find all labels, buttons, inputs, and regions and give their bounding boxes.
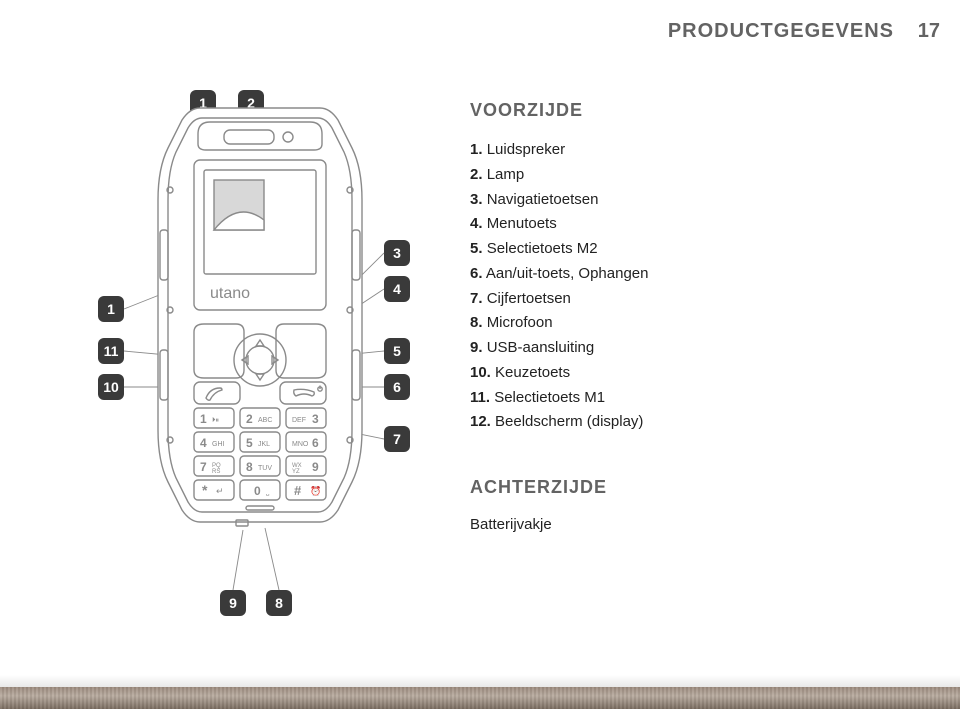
list-item: 11. Selectietoets M1 xyxy=(470,387,890,409)
svg-text:7: 7 xyxy=(200,460,207,474)
list-item: 8. Microfoon xyxy=(470,312,890,334)
svg-text:9: 9 xyxy=(312,460,319,474)
header-title: PRODUCTGEGEVENS xyxy=(668,20,894,43)
svg-text:6: 6 xyxy=(312,436,319,450)
svg-text:#: # xyxy=(294,483,302,498)
svg-text:MNO: MNO xyxy=(292,441,309,448)
list-item: 6. Aan/uit-toets, Ophangen xyxy=(470,263,890,285)
list-item: 9. USB-aansluiting xyxy=(470,337,890,359)
svg-text:2: 2 xyxy=(246,412,253,426)
svg-text:ABC: ABC xyxy=(258,417,272,424)
list-item: 10. Keuzetoets xyxy=(470,362,890,384)
svg-text:3: 3 xyxy=(312,412,319,426)
list-item: 3. Navigatietoetsen xyxy=(470,189,890,211)
svg-text:GHI: GHI xyxy=(212,441,225,448)
list-item: 4. Menutoets xyxy=(470,213,890,235)
phone-illustration: utano 1 ⏵⏸ 2 ABC xyxy=(150,100,370,530)
list-item: 5. Selectietoets M2 xyxy=(470,238,890,260)
list-item: 7. Cijfertoetsen xyxy=(470,288,890,310)
svg-text:1: 1 xyxy=(200,412,207,426)
svg-text:8: 8 xyxy=(246,460,253,474)
page-number: 17 xyxy=(918,20,940,43)
svg-text:5: 5 xyxy=(246,436,253,450)
svg-text:0: 0 xyxy=(254,484,261,498)
footer-fade xyxy=(0,675,960,687)
brand-text: utano xyxy=(210,285,250,302)
footer-texture xyxy=(0,687,960,709)
back-section: ACHTERZIJDE Batterijvakje xyxy=(470,477,890,533)
svg-text:YZ: YZ xyxy=(292,469,300,475)
front-section-title: VOORZIJDE xyxy=(470,100,890,121)
svg-text:⏵⏸: ⏵⏸ xyxy=(212,417,219,424)
list-item: 12. Beeldscherm (display) xyxy=(470,411,890,433)
svg-text:RS: RS xyxy=(212,469,220,475)
svg-text:*: * xyxy=(202,482,208,498)
svg-text:TUV: TUV xyxy=(258,465,272,472)
content-area: 1 2 3 4 5 6 7 1 11 10 9 8 xyxy=(0,70,960,669)
svg-text:DEF: DEF xyxy=(292,417,306,424)
text-area: VOORZIJDE 1. Luidspreker 2. Lamp 3. Navi… xyxy=(470,100,890,533)
list-item: 1. Luidspreker xyxy=(470,139,890,161)
list-item: 2. Lamp xyxy=(470,164,890,186)
svg-text:4: 4 xyxy=(200,436,207,450)
front-feature-list: 1. Luidspreker 2. Lamp 3. Navigatietoets… xyxy=(470,139,890,433)
back-text: Batterijvakje xyxy=(470,516,890,533)
svg-text:JKL: JKL xyxy=(258,441,270,448)
svg-text:⏰: ⏰ xyxy=(310,485,321,496)
phone-diagram-area: 1 2 3 4 5 6 7 1 11 10 9 8 xyxy=(60,90,420,680)
svg-text:↵: ↵ xyxy=(216,486,224,496)
back-section-title: ACHTERZIJDE xyxy=(470,477,890,498)
